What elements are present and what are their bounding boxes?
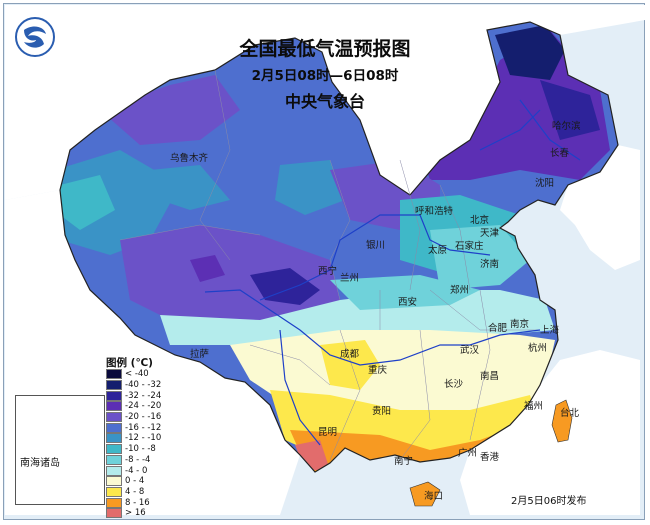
city-label: 杭州 (528, 343, 548, 354)
legend-item: -12 - -10 (106, 433, 168, 444)
city-label: 广州 (458, 448, 478, 459)
city-label: 郑州 (450, 285, 470, 296)
city-label: 北京 (470, 215, 490, 226)
legend-item: -40 - -32 (106, 380, 168, 391)
city-label: 济南 (480, 259, 500, 270)
city-label: 合肥 (488, 323, 508, 334)
legend-label: -10 - -8 (125, 444, 156, 455)
forecast-time-range: 2月5日08时—6日08时 (251, 68, 399, 84)
city-label: 沈阳 (535, 178, 555, 189)
city-label: 长沙 (444, 379, 464, 390)
city-label: 兰州 (340, 273, 360, 284)
city-label: 天津 (480, 228, 500, 239)
city-label: 台北 (560, 408, 580, 419)
legend-swatch (106, 508, 122, 519)
legend-swatch (106, 454, 122, 465)
legend-item: -8 - -4 (106, 454, 168, 466)
legend-item: -24 - -20 (106, 401, 168, 412)
city-label: 贵阳 (372, 406, 392, 417)
city-label: 上海 (540, 325, 560, 336)
legend-label: -12 - -10 (125, 433, 162, 444)
legend-swatch (106, 497, 122, 508)
legend-label: -24 - -20 (125, 401, 162, 412)
legend-item: 8 - 16 (106, 497, 168, 508)
legend-swatch (106, 444, 122, 455)
city-label: 南昌 (480, 371, 500, 382)
city-label: 呼和浩特 (415, 206, 454, 217)
legend-swatch (106, 465, 122, 476)
neighbor-land-north (5, 5, 645, 200)
hainan-island (409, 481, 441, 507)
legend-item: > 16 (106, 508, 168, 519)
neighbor-land-southeast (460, 350, 640, 515)
city-label: 太原 (428, 245, 448, 256)
province-boundaries (119, 69, 540, 461)
legend-item: 0 - 4 (106, 476, 168, 487)
legend-swatch (106, 476, 122, 487)
release-time: 2月5日06时发布 (511, 496, 587, 507)
cma-logo-icon (15, 17, 55, 57)
city-label: 银川 (366, 240, 386, 251)
legend-item: -20 - -16 (106, 412, 168, 423)
legend-label: -16 - -12 (125, 422, 162, 433)
city-label: 西宁 (318, 266, 338, 277)
issuer-name: 中央气象台 (284, 92, 365, 111)
neighbor-land-korea (560, 145, 640, 270)
south-china-sea-inset: 南海诸岛 (15, 395, 105, 505)
china-border (59, 21, 619, 473)
legend-label: > 16 (125, 508, 146, 519)
city-label: 南京 (510, 319, 530, 330)
legend-label: -20 - -16 (125, 412, 162, 423)
legend-item: < -40 (106, 369, 168, 380)
major-rivers (204, 99, 581, 446)
legend-swatch (106, 433, 122, 444)
city-label: 福州 (524, 401, 544, 412)
legend-item: -16 - -12 (106, 422, 168, 433)
city-label: 哈尔滨 (552, 121, 581, 132)
legend-label: < -40 (125, 369, 149, 380)
temperature-legend: 图例 (℃) < -40 -40 - -32 -32 - -24 -24 - -20-… (106, 355, 168, 519)
city-label: 南宁 (394, 456, 414, 467)
legend-item: -4 - 0 (106, 465, 168, 476)
legend-item: 4 - 8 (106, 486, 168, 498)
legend-label: 0 - 4 (125, 476, 145, 487)
legend-swatch (106, 380, 122, 391)
city-label: 成都 (340, 349, 360, 360)
city-label: 海口 (424, 491, 444, 502)
city-label: 武汉 (460, 345, 480, 356)
city-label: 长春 (550, 148, 570, 159)
city-label: 石家庄 (455, 241, 484, 252)
legend-swatch (106, 401, 122, 412)
legend-swatch (106, 369, 122, 380)
legend-title: 图例 (℃) (106, 357, 153, 369)
legend-swatch (106, 486, 122, 497)
legend-label: -8 - -4 (125, 454, 151, 465)
legend-item: -32 - -24 (106, 390, 168, 401)
city-label: 乌鲁木齐 (170, 153, 209, 164)
city-label: 重庆 (368, 365, 388, 376)
legend-label: -4 - 0 (125, 465, 148, 476)
legend-item: -10 - -8 (106, 444, 168, 455)
legend-label: 8 - 16 (125, 497, 150, 508)
city-label: 西安 (398, 297, 418, 308)
taiwan-island (551, 399, 573, 443)
city-label: 拉萨 (190, 349, 210, 360)
inset-label: 南海诸岛 (20, 458, 60, 469)
city-label: 昆明 (318, 427, 338, 438)
legend-label: 4 - 8 (125, 486, 145, 497)
legend-swatch (106, 390, 122, 401)
legend-label: -32 - -24 (125, 390, 162, 401)
map-title: 全国最低气温预报图 (239, 38, 411, 60)
legend-label: -40 - -32 (125, 380, 162, 391)
legend-swatch (106, 422, 122, 433)
city-label: 香港 (480, 452, 500, 463)
legend-swatch (106, 412, 122, 423)
